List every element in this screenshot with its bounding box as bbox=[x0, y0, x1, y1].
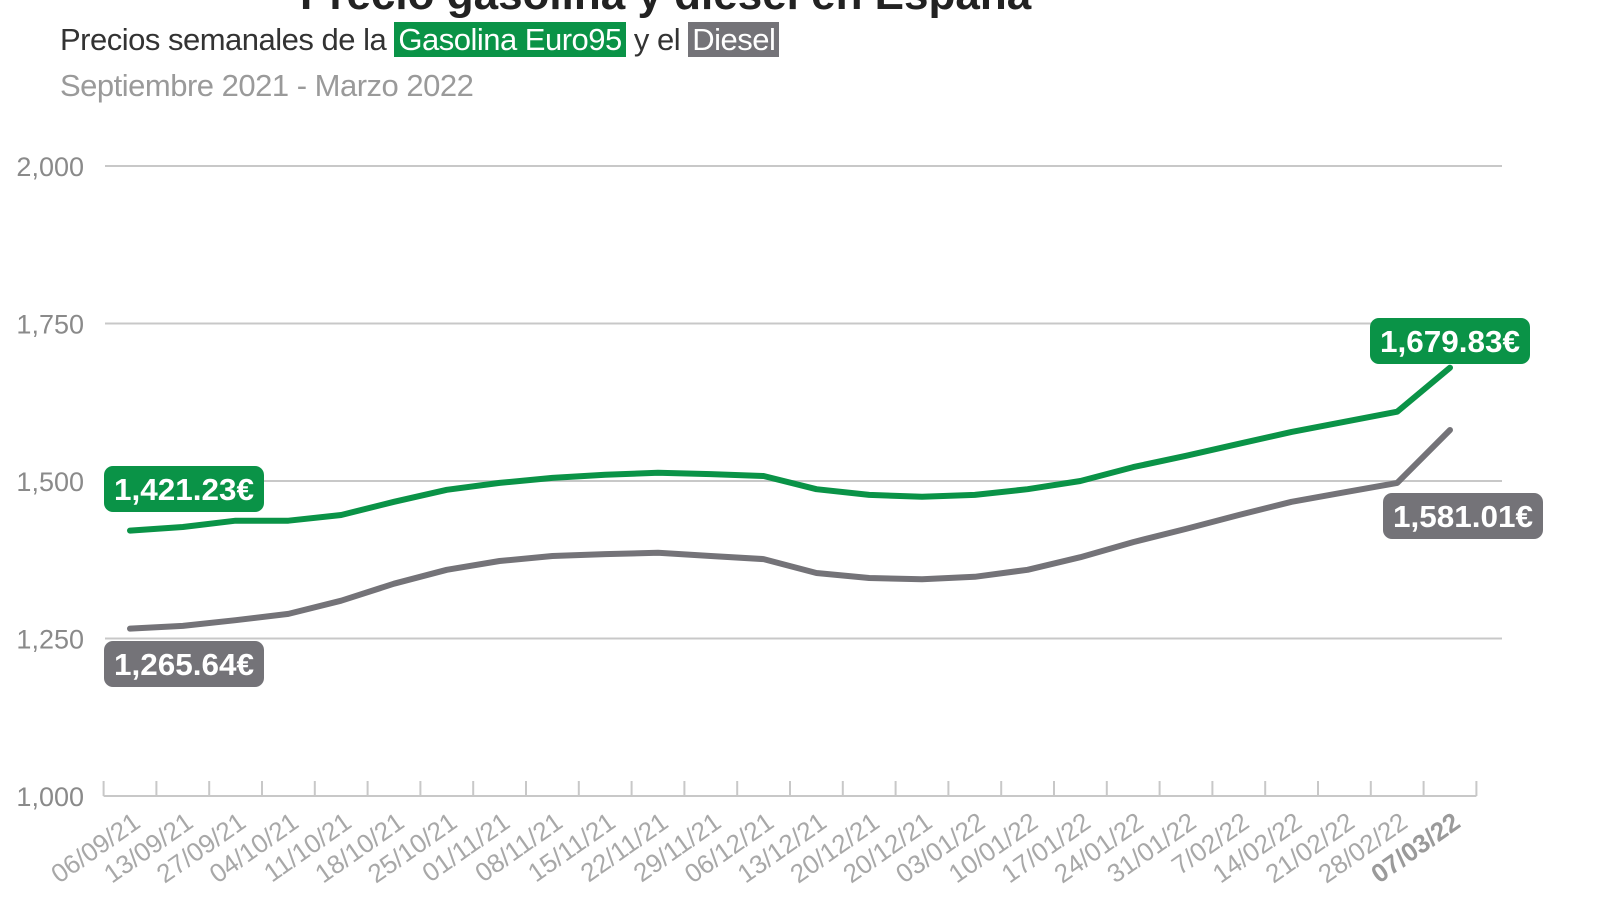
date-range: Septiembre 2021 - Marzo 2022 bbox=[60, 68, 474, 103]
svg-text:1,679.83€: 1,679.83€ bbox=[1380, 324, 1520, 359]
svg-text:1,581.01€: 1,581.01€ bbox=[1393, 499, 1533, 534]
diesel-line bbox=[127, 427, 1453, 632]
legend-diesel: Diesel bbox=[688, 22, 780, 57]
gridlines bbox=[105, 165, 1502, 640]
chart-title-clipped: Precio gasolina y diesel en España bbox=[300, 0, 1031, 20]
chart-subtitle: Precios semanales de la Gasolina Euro95 … bbox=[60, 22, 780, 58]
badge-diesel-end: 1,581.01€ bbox=[1383, 493, 1543, 539]
badge-diesel-start: 1,265.64€ bbox=[104, 641, 264, 687]
y-tick-label: 2,000 bbox=[16, 152, 84, 182]
legend-gasolina: Gasolina Euro95 bbox=[394, 22, 626, 57]
subtitle-mid: y el bbox=[625, 22, 689, 57]
svg-text:1,265.64€: 1,265.64€ bbox=[114, 647, 254, 682]
y-tick-label: 1,000 bbox=[16, 782, 84, 812]
y-axis: 1,000 1,250 1,500 1,750 2,000 bbox=[16, 152, 84, 812]
y-tick-label: 1,750 bbox=[16, 310, 84, 340]
badge-gasolina-start: 1,421.23€ bbox=[104, 466, 264, 512]
gasolina-line bbox=[127, 364, 1453, 534]
x-axis: 06/09/2113/09/2127/09/2104/10/2111/10/21… bbox=[45, 781, 1478, 889]
subtitle-prefix: Precios semanales de la bbox=[60, 22, 395, 57]
svg-text:1,421.23€: 1,421.23€ bbox=[114, 472, 254, 507]
y-tick-label: 1,250 bbox=[16, 625, 84, 655]
badge-gasolina-end: 1,679.83€ bbox=[1370, 318, 1530, 364]
value-badges: 1,421.23€ 1,265.64€ 1,679.83€ 1,581.01€ bbox=[104, 318, 1543, 687]
series-lines bbox=[127, 364, 1453, 632]
y-tick-label: 1,500 bbox=[16, 467, 84, 497]
